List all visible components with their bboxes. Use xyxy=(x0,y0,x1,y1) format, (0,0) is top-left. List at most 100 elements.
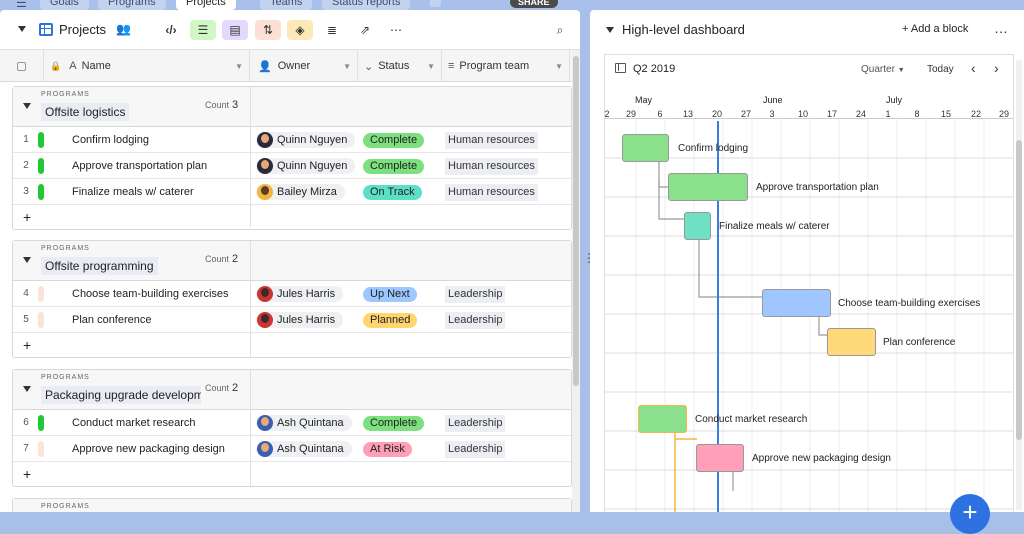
gantt-bar[interactable] xyxy=(684,212,711,240)
cell-owner[interactable]: Ash Quintana xyxy=(256,441,352,457)
tab-projects[interactable]: Projects xyxy=(176,0,236,10)
gantt-bar[interactable] xyxy=(668,173,748,201)
chevron-down-icon[interactable]: ▼ xyxy=(343,61,351,71)
cell-program-team[interactable]: Leadership xyxy=(445,312,506,329)
group-header[interactable]: PROGRAMS xyxy=(13,499,571,512)
status-badge[interactable]: At Risk xyxy=(363,442,412,457)
sort-icon[interactable]: ⇅ xyxy=(255,20,281,40)
table-row[interactable]: 3 Finalize meals w/ caterer Bailey Mirza On… xyxy=(13,179,580,205)
color-bar xyxy=(38,415,44,431)
menu-icon[interactable]: ☰ xyxy=(16,0,27,10)
cell-name[interactable]: Finalize meals w/ caterer xyxy=(72,186,194,198)
table-row[interactable]: 4 Choose team-building exercises Jules Har… xyxy=(13,281,580,307)
add-tab-icon[interactable] xyxy=(430,0,441,7)
column-name[interactable]: 🔒 A Name ▼ xyxy=(44,50,250,82)
filter-icon[interactable]: ☰ xyxy=(190,20,216,40)
tab-status-reports[interactable]: Status reports xyxy=(322,0,411,10)
cell-owner[interactable]: Jules Harris xyxy=(256,286,344,302)
add-record-button[interactable]: + xyxy=(23,337,32,353)
group-count: Count 2 xyxy=(205,382,238,394)
tab-programs[interactable]: Programs xyxy=(98,0,166,10)
group-header[interactable]: PROGRAMS Packaging upgrade developm Coun… xyxy=(13,370,571,410)
sidebar-toggle-icon[interactable] xyxy=(615,63,626,73)
cell-program-team[interactable]: Human resources xyxy=(445,184,538,201)
tab-goals[interactable]: Goals xyxy=(40,0,89,10)
dashboard-scrollbar[interactable] xyxy=(1016,60,1022,510)
cell-owner[interactable]: Jules Harris xyxy=(256,312,344,328)
cell-name[interactable]: Choose team-building exercises xyxy=(72,288,229,300)
collapse-dashboard-icon[interactable] xyxy=(606,27,614,33)
today-button[interactable]: Today xyxy=(927,64,954,75)
add-record-button[interactable]: + xyxy=(23,466,32,482)
column-program-team[interactable]: ≡ Program team ▼ xyxy=(442,50,570,82)
chevron-down-icon[interactable]: ▼ xyxy=(427,61,435,71)
status-badge[interactable]: Complete xyxy=(363,416,425,431)
next-icon[interactable]: › xyxy=(994,60,999,76)
group-icon[interactable]: ▤ xyxy=(222,20,248,40)
code-icon[interactable]: ‹/› xyxy=(165,23,177,37)
group-header[interactable]: PROGRAMS Offsite programming Count 2 xyxy=(13,241,571,281)
cell-name[interactable]: Plan conference xyxy=(72,314,152,326)
collaborators-icon[interactable]: 👥 xyxy=(116,22,131,36)
color-icon[interactable]: ◈ xyxy=(287,20,313,40)
cell-name[interactable]: Confirm lodging xyxy=(72,134,150,146)
dashboard-title[interactable]: High-level dashboard xyxy=(622,22,745,37)
add-fab-button[interactable]: + xyxy=(950,494,990,534)
prev-icon[interactable]: ‹ xyxy=(971,60,976,76)
gantt-bar[interactable] xyxy=(696,444,744,472)
share-view-icon[interactable]: ⇗ xyxy=(359,23,371,37)
row-number: 2 xyxy=(23,160,29,171)
search-icon[interactable]: ⌕ xyxy=(556,22,564,37)
table-row[interactable]: 2 Approve transportation plan Quinn Nguyen… xyxy=(13,153,580,179)
status-badge[interactable]: Up Next xyxy=(363,287,417,302)
table-row[interactable]: 7 Approve new packaging design Ash Quintan… xyxy=(13,436,580,462)
add-record-button[interactable]: + xyxy=(23,209,32,225)
more-icon[interactable]: … xyxy=(994,20,1008,36)
cell-program-team[interactable]: Leadership xyxy=(445,286,506,303)
cell-program-team[interactable]: Leadership xyxy=(445,441,506,458)
status-badge[interactable]: Complete xyxy=(363,133,425,148)
count-value: 2 xyxy=(232,253,239,265)
gantt-bar[interactable] xyxy=(622,134,669,162)
day-label: 22 xyxy=(970,109,981,119)
table-row[interactable]: 5 Plan conference Jules Harris Planned Leade… xyxy=(13,307,580,333)
table-row[interactable]: 6 Conduct market research Ash Quintana Comp… xyxy=(13,410,580,436)
cell-name[interactable]: Approve new packaging design xyxy=(72,443,225,455)
collapse-group-icon[interactable] xyxy=(23,257,31,263)
row-number: 1 xyxy=(23,134,29,145)
select-all-checkbox[interactable] xyxy=(0,50,44,82)
zoom-select[interactable]: Quarter ▼ xyxy=(861,64,905,75)
column-owner[interactable]: 👤 Owner ▼ xyxy=(250,50,358,82)
add-block-button[interactable]: + Add a block xyxy=(902,23,969,35)
cell-name[interactable]: Approve transportation plan xyxy=(72,160,208,172)
cell-name[interactable]: Conduct market research xyxy=(72,417,196,429)
record-group: PROGRAMS Packaging upgrade developm Coun… xyxy=(12,369,580,487)
collapse-view-icon[interactable] xyxy=(18,26,26,32)
status-badge[interactable]: Planned xyxy=(363,313,418,328)
gantt-bar[interactable] xyxy=(638,405,687,433)
cell-program-team[interactable]: Leadership xyxy=(445,415,506,432)
chevron-down-icon[interactable]: ▼ xyxy=(555,61,563,71)
tab-teams[interactable]: Teams xyxy=(260,0,313,10)
cell-owner[interactable]: Quinn Nguyen xyxy=(256,158,356,174)
share-button[interactable]: SHARE xyxy=(510,0,558,8)
row-height-icon[interactable]: ≣ xyxy=(326,23,338,37)
group-header[interactable]: PROGRAMS Offsite logistics Count 3 xyxy=(13,87,571,127)
status-badge[interactable]: On Track xyxy=(363,185,422,200)
cell-program-team[interactable]: Human resources xyxy=(445,158,538,175)
collapse-group-icon[interactable] xyxy=(23,386,31,392)
grid-scrollbar[interactable] xyxy=(572,50,580,512)
cell-program-team[interactable]: Human resources xyxy=(445,132,538,149)
chevron-down-icon[interactable]: ▼ xyxy=(235,61,243,71)
collapse-group-icon[interactable] xyxy=(23,103,31,109)
cell-owner[interactable]: Ash Quintana xyxy=(256,415,352,431)
cell-owner[interactable]: Quinn Nguyen xyxy=(256,132,356,148)
table-row[interactable]: 1 Confirm lodging Quinn Nguyen Complete Huma… xyxy=(13,127,580,153)
gantt-bar[interactable] xyxy=(762,289,831,317)
status-badge[interactable]: Complete xyxy=(363,159,425,174)
view-name[interactable]: Projects xyxy=(59,22,106,37)
cell-owner[interactable]: Bailey Mirza xyxy=(256,184,345,200)
gantt-bar[interactable] xyxy=(827,328,876,356)
more-icon[interactable]: ⋯ xyxy=(390,23,402,37)
column-status[interactable]: ⌄ Status ▼ xyxy=(358,50,442,82)
